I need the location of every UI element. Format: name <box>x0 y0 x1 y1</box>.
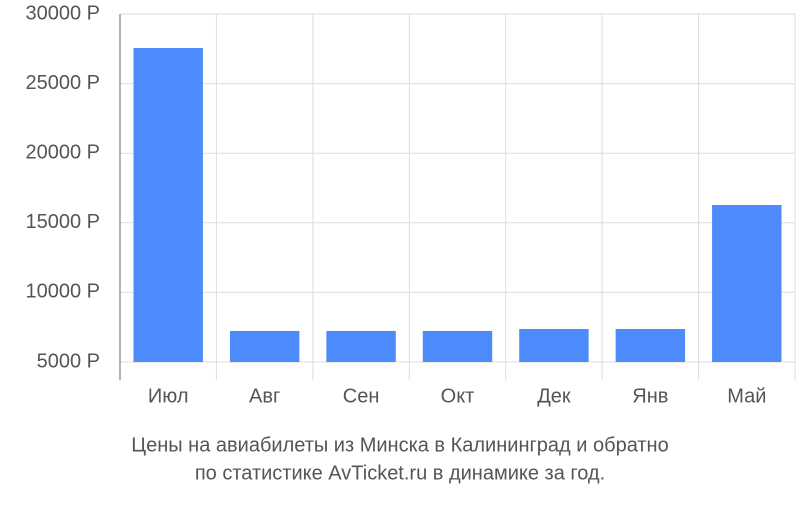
x-tick-label: Июл <box>148 385 189 407</box>
chart-title: Цены на авиабилеты из Минска в Калинингр… <box>131 434 668 456</box>
bar <box>712 204 782 362</box>
bar <box>326 330 396 362</box>
bar <box>133 47 203 362</box>
x-tick-label: Дек <box>537 385 571 407</box>
y-tick-label: 5000 Р <box>37 350 100 372</box>
y-tick-label: 15000 Р <box>25 211 100 233</box>
bar <box>519 329 589 362</box>
y-tick-label: 20000 Р <box>25 141 100 163</box>
x-tick-label: Янв <box>632 385 668 407</box>
bar <box>422 330 493 362</box>
x-tick-label: Авг <box>249 385 280 407</box>
bar <box>229 330 300 362</box>
bar <box>615 329 686 362</box>
chart-subtitle: по статистике AvTicket.ru в динамике за … <box>195 462 605 484</box>
y-tick-label: 10000 Р <box>25 281 100 303</box>
x-tick-label: Май <box>727 385 766 407</box>
x-tick-label: Окт <box>441 385 475 407</box>
y-tick-label: 30000 Р <box>25 2 100 24</box>
x-tick-label: Сен <box>343 385 380 407</box>
y-tick-label: 25000 Р <box>25 72 100 94</box>
